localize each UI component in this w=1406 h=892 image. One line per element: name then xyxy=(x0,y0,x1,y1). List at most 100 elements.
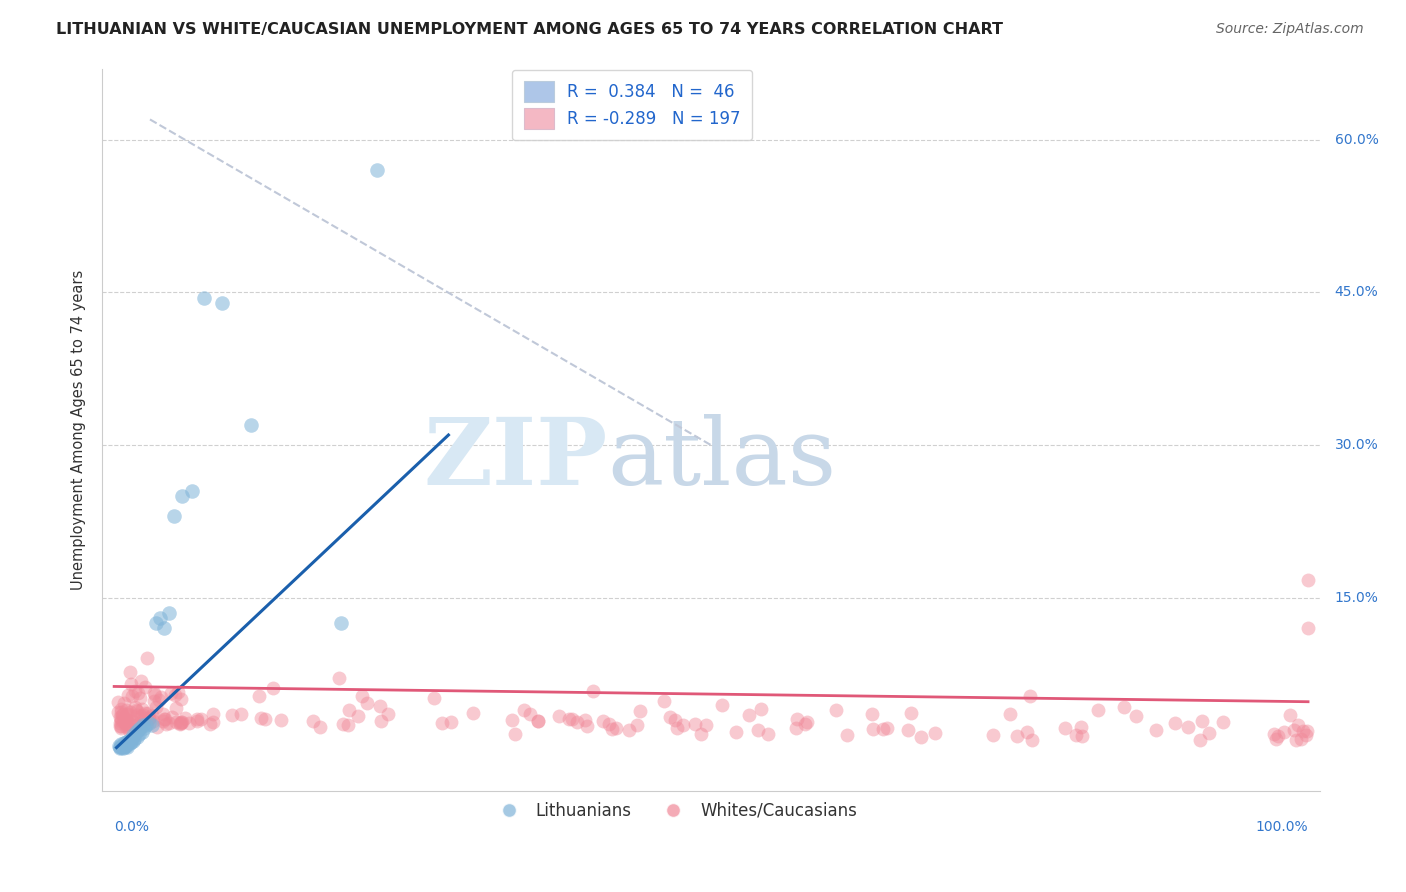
Point xyxy=(356,696,378,710)
Point xyxy=(122,728,145,742)
Point xyxy=(1267,730,1289,744)
Point xyxy=(115,703,138,717)
Point xyxy=(132,708,155,723)
Point xyxy=(148,611,170,625)
Point xyxy=(565,715,588,730)
Point xyxy=(910,730,932,744)
Point xyxy=(129,720,152,734)
Point xyxy=(872,722,894,736)
Point xyxy=(128,727,150,741)
Point xyxy=(121,714,143,729)
Text: 60.0%: 60.0% xyxy=(1334,133,1378,147)
Point xyxy=(174,711,197,725)
Point xyxy=(118,665,141,679)
Point xyxy=(1087,704,1109,718)
Point xyxy=(725,725,748,739)
Point xyxy=(628,704,651,718)
Point xyxy=(619,723,641,738)
Point xyxy=(1064,727,1087,741)
Point xyxy=(346,708,368,723)
Point xyxy=(201,715,224,730)
Point xyxy=(247,689,270,703)
Point xyxy=(142,693,165,707)
Point xyxy=(138,712,160,726)
Point xyxy=(370,714,392,728)
Text: LITHUANIAN VS WHITE/CAUCASIAN UNEMPLOYMENT AMONG AGES 65 TO 74 YEARS CORRELATION: LITHUANIAN VS WHITE/CAUCASIAN UNEMPLOYME… xyxy=(56,22,1004,37)
Point xyxy=(141,718,163,732)
Point xyxy=(167,684,190,698)
Point xyxy=(1070,730,1092,744)
Point xyxy=(121,689,143,703)
Point xyxy=(110,705,132,719)
Point xyxy=(330,616,353,631)
Point xyxy=(117,739,139,754)
Point xyxy=(1163,715,1185,730)
Point xyxy=(153,712,176,726)
Text: atlas: atlas xyxy=(607,414,837,504)
Point xyxy=(108,739,131,753)
Point xyxy=(505,727,527,741)
Point xyxy=(108,739,131,754)
Point xyxy=(786,712,808,726)
Point xyxy=(860,707,883,722)
Point xyxy=(114,712,136,726)
Point xyxy=(575,719,598,733)
Point xyxy=(142,714,165,729)
Legend: Lithuanians, Whites/Caucasians: Lithuanians, Whites/Caucasians xyxy=(485,795,863,826)
Point xyxy=(180,483,202,498)
Point xyxy=(332,716,354,731)
Point xyxy=(1125,708,1147,723)
Point xyxy=(110,738,132,752)
Point xyxy=(124,732,146,747)
Point xyxy=(337,703,360,717)
Point xyxy=(138,716,160,731)
Point xyxy=(157,716,180,731)
Point xyxy=(666,721,689,735)
Point xyxy=(165,700,187,714)
Point xyxy=(157,606,180,620)
Point xyxy=(738,707,761,722)
Point xyxy=(111,707,134,722)
Point xyxy=(107,695,129,709)
Point xyxy=(211,295,233,310)
Point xyxy=(111,739,134,753)
Point xyxy=(152,706,174,721)
Point xyxy=(302,714,325,728)
Point xyxy=(835,728,858,742)
Point xyxy=(115,712,138,726)
Point xyxy=(186,712,208,726)
Point xyxy=(600,723,623,737)
Point xyxy=(519,706,541,721)
Point xyxy=(250,711,273,725)
Point xyxy=(690,727,713,741)
Point xyxy=(368,699,391,714)
Point xyxy=(131,702,153,716)
Point xyxy=(1279,708,1302,723)
Text: ZIP: ZIP xyxy=(423,414,607,504)
Point xyxy=(112,736,135,750)
Point xyxy=(876,721,898,735)
Point xyxy=(120,735,142,749)
Point xyxy=(659,710,682,724)
Point xyxy=(527,714,550,728)
Point xyxy=(142,686,165,700)
Point xyxy=(131,725,153,739)
Point xyxy=(134,714,156,728)
Point xyxy=(129,674,152,689)
Point xyxy=(110,712,132,726)
Point xyxy=(711,698,734,713)
Point xyxy=(1296,573,1319,587)
Point xyxy=(148,693,170,707)
Point xyxy=(118,717,141,731)
Point xyxy=(862,723,884,737)
Point xyxy=(1000,707,1022,722)
Point xyxy=(1189,733,1212,747)
Point xyxy=(328,671,350,685)
Point xyxy=(561,712,583,726)
Point xyxy=(1018,690,1040,704)
Point xyxy=(135,718,157,732)
Point xyxy=(1021,733,1043,747)
Point xyxy=(125,704,148,718)
Text: 45.0%: 45.0% xyxy=(1334,285,1378,300)
Point xyxy=(145,616,167,631)
